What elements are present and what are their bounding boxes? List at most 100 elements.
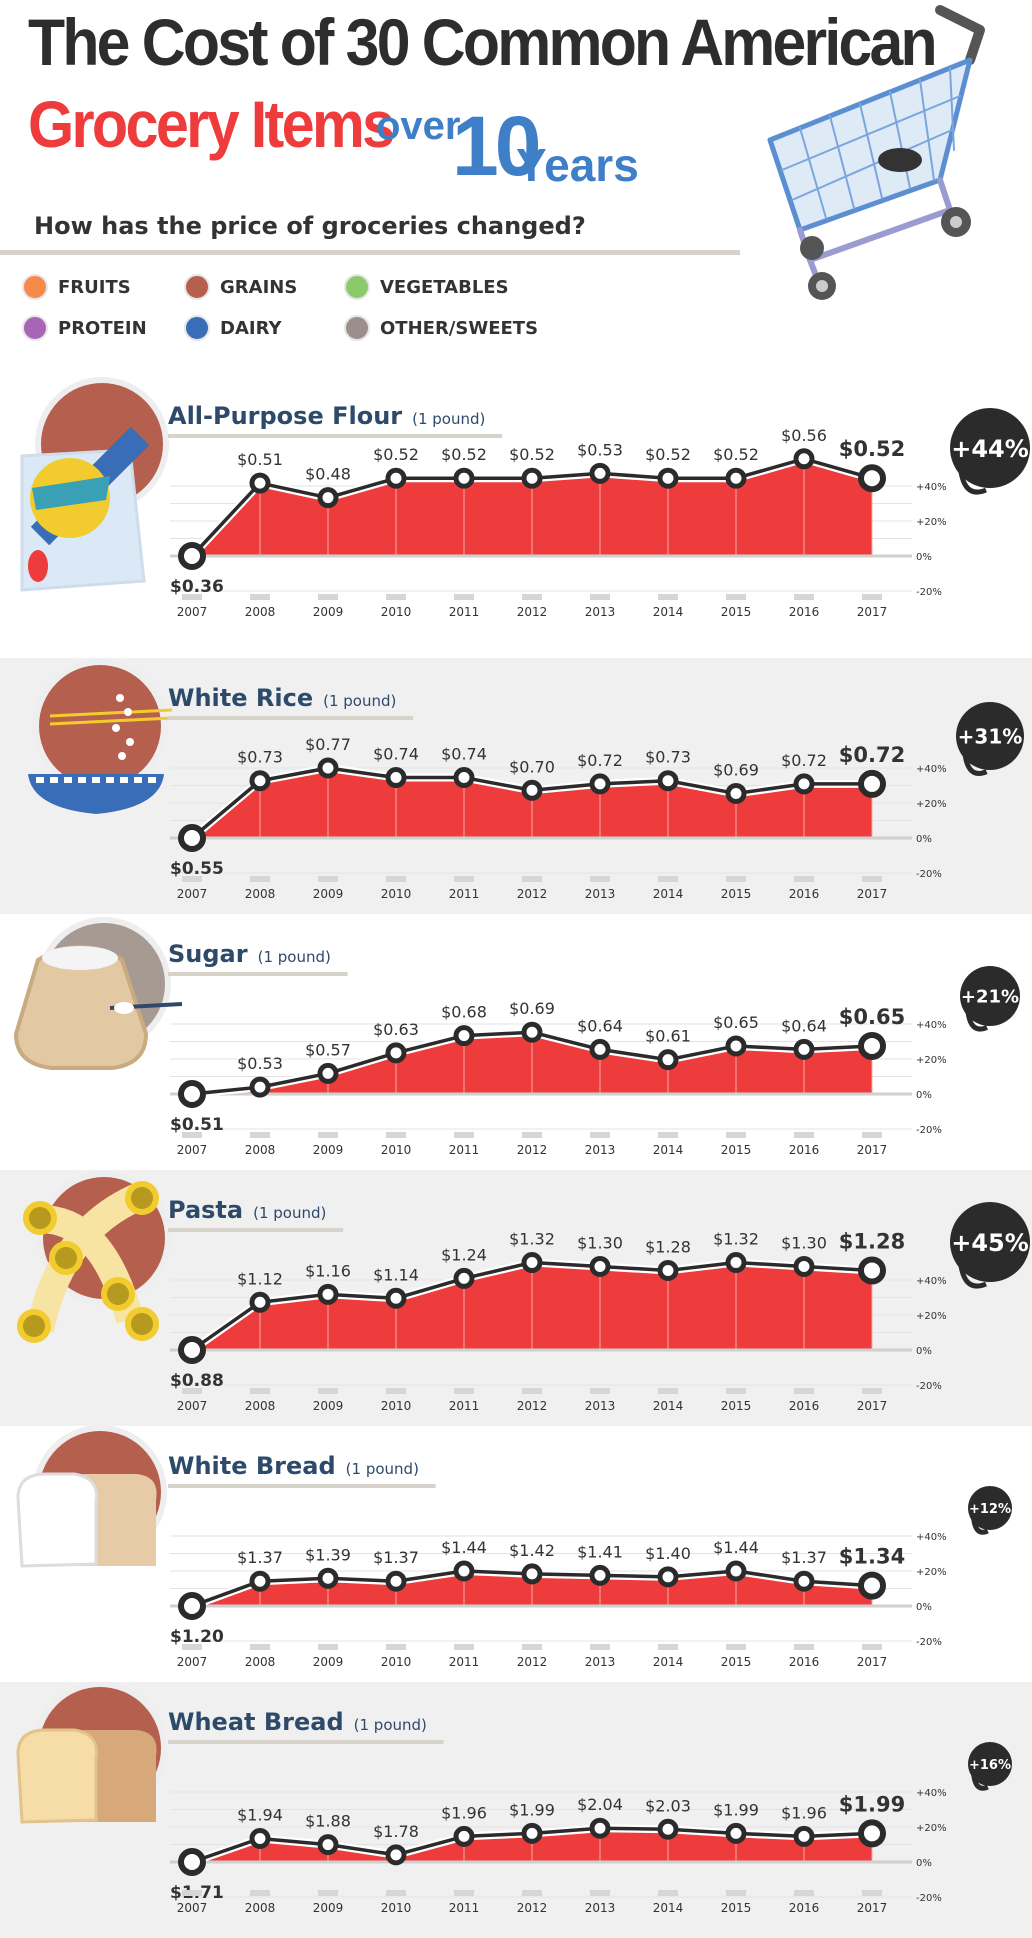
data-label: $0.51 — [237, 450, 283, 469]
data-point — [725, 782, 747, 804]
x-tick-label: 2007 — [177, 1655, 208, 1669]
data-label: $1.40 — [645, 1544, 691, 1563]
x-tick-label: 2016 — [789, 1399, 820, 1413]
data-label: $0.65 — [839, 1005, 905, 1029]
x-tick-label: 2008 — [245, 887, 276, 901]
x-tick-mark — [454, 1644, 474, 1650]
x-tick-mark — [318, 876, 338, 882]
data-point — [521, 1563, 543, 1585]
data-label: $0.63 — [373, 1020, 419, 1039]
data-point — [317, 487, 339, 509]
title-years: Years — [516, 139, 639, 191]
x-tick-mark — [862, 1644, 882, 1650]
data-point — [385, 1570, 407, 1592]
chart-panel-sugar: Sugar (1 pound) $0.51 $0.53 $0.57 $0.63 $0.68 $… — [0, 914, 1032, 1170]
change-badge — [956, 702, 1024, 770]
y-tick-label: 0% — [916, 1602, 932, 1613]
data-label: $1.44 — [713, 1538, 759, 1557]
change-badge-label: +12% — [969, 1502, 1011, 1517]
data-label: $1.99 — [839, 1792, 905, 1816]
data-label: $0.74 — [373, 745, 419, 764]
x-tick-label: 2013 — [585, 1655, 616, 1669]
legend-dot-icon — [344, 274, 370, 300]
title-line-1: The Cost of 30 Common American — [28, 5, 938, 79]
x-tick-label: 2012 — [517, 605, 548, 619]
data-label: $1.42 — [509, 1541, 555, 1560]
data-label: $2.03 — [645, 1796, 691, 1815]
data-label: $1.37 — [781, 1548, 827, 1567]
x-tick-mark — [250, 594, 270, 600]
data-label: $0.53 — [577, 440, 623, 459]
data-label: $1.96 — [441, 1803, 487, 1822]
chart-title: Pasta — [168, 1196, 243, 1224]
x-tick-label: 2014 — [653, 1143, 684, 1157]
x-tick-mark — [590, 594, 610, 600]
x-tick-mark — [862, 1890, 882, 1896]
header: The Cost of 30 Common American Grocery I… — [0, 0, 1032, 360]
y-tick-label: +20% — [916, 1055, 947, 1066]
legend-item-other-sweets: OTHER/SWEETS — [344, 315, 538, 341]
x-tick-mark — [862, 1388, 882, 1394]
data-label: $0.52 — [839, 437, 905, 461]
x-tick-mark — [386, 594, 406, 600]
data-label: $1.30 — [781, 1233, 827, 1252]
x-tick-mark — [318, 1388, 338, 1394]
x-tick-label: 2017 — [857, 1901, 888, 1915]
data-label: $0.69 — [509, 999, 555, 1018]
x-tick-label: 2013 — [585, 887, 616, 901]
x-tick-label: 2016 — [789, 1143, 820, 1157]
x-tick-mark — [794, 1890, 814, 1896]
x-tick-label: 2014 — [653, 1399, 684, 1413]
data-point — [521, 1021, 543, 1043]
data-point — [589, 773, 611, 795]
chart-white-bread: White Bread (1 pound) $1.20 $1.37 $1.39 $1.37… — [16, 1426, 1012, 1669]
chart-title: Sugar — [168, 940, 248, 968]
data-label: $2.04 — [577, 1795, 623, 1814]
data-label: $1.16 — [305, 1261, 351, 1280]
data-point — [793, 448, 815, 470]
data-label: $1.37 — [373, 1548, 419, 1567]
data-label: $0.77 — [305, 735, 351, 754]
data-label: $1.20 — [170, 1627, 224, 1647]
data-point — [385, 767, 407, 789]
x-tick-mark — [522, 1644, 542, 1650]
x-tick-label: 2016 — [789, 605, 820, 619]
data-point — [453, 1560, 475, 1582]
data-label: $0.61 — [645, 1027, 691, 1046]
x-tick-label: 2017 — [857, 887, 888, 901]
legend-dot-icon — [22, 274, 48, 300]
subtitle: How has the price of groceries changed? — [34, 212, 586, 240]
x-tick-mark — [454, 1388, 474, 1394]
data-point — [657, 1259, 679, 1281]
x-tick-mark — [862, 1132, 882, 1138]
x-tick-mark — [658, 1388, 678, 1394]
data-label: $1.30 — [577, 1233, 623, 1252]
x-tick-mark — [726, 594, 746, 600]
data-label: $1.12 — [237, 1269, 283, 1288]
data-point — [657, 1818, 679, 1840]
y-tick-label: -20% — [916, 1381, 942, 1392]
legend-label: FRUITS — [58, 276, 131, 298]
data-point — [385, 467, 407, 489]
x-tick-label: 2007 — [177, 1143, 208, 1157]
data-label: $0.72 — [577, 751, 623, 770]
data-label: $1.39 — [305, 1545, 351, 1564]
data-label: $0.68 — [441, 1003, 487, 1022]
x-tick-mark — [522, 876, 542, 882]
x-tick-mark — [726, 1890, 746, 1896]
x-tick-mark — [794, 594, 814, 600]
data-label: $1.96 — [781, 1803, 827, 1822]
x-tick-mark — [250, 876, 270, 882]
data-point — [178, 824, 206, 852]
data-label: $0.52 — [441, 445, 487, 464]
chart-unit: (1 pound) — [412, 410, 485, 428]
chart-unit: (1 pound) — [354, 1716, 427, 1734]
chart-panel-wheat-bread: Wheat Bread(1 pound)$1.71$1.94$1.88$1.78… — [0, 1682, 1032, 1938]
data-label: $0.88 — [170, 1371, 224, 1391]
data-label: $0.52 — [713, 445, 759, 464]
y-tick-label: +20% — [916, 1823, 947, 1834]
chart-unit: (1 pound) — [346, 1460, 419, 1478]
x-tick-label: 2007 — [177, 1399, 208, 1413]
x-tick-mark — [386, 876, 406, 882]
data-label: $0.57 — [305, 1040, 351, 1059]
